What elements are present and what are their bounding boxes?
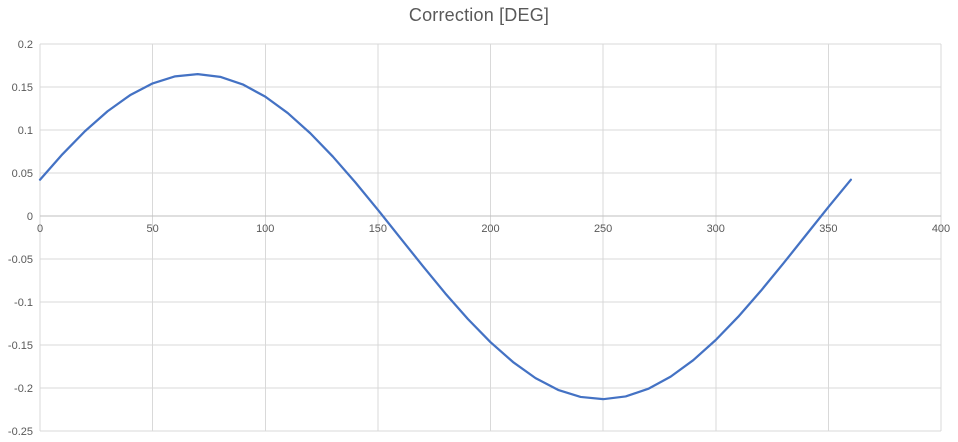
x-tick-label: 250 (594, 223, 612, 235)
x-tick-label: 0 (37, 223, 43, 235)
y-tick-label: 0.1 (18, 125, 33, 137)
x-tick-label: 200 (481, 223, 499, 235)
y-tick-label: 0.05 (12, 168, 33, 180)
y-tick-label: -0.2 (14, 383, 33, 395)
series-line (38, 72, 853, 401)
y-tick-label: -0.25 (8, 426, 33, 438)
x-tick-label: 150 (369, 223, 387, 235)
y-tick-label: -0.1 (14, 297, 33, 309)
y-tick-label: -0.15 (8, 340, 33, 352)
chart-title: Correction [DEG] (408, 5, 550, 25)
x-tick-label: 400 (932, 223, 950, 235)
y-tick-label: 0.2 (18, 39, 33, 51)
x-tick-label: 300 (707, 223, 725, 235)
y-tick-label: -0.05 (8, 254, 33, 266)
x-tick-label: 350 (819, 223, 837, 235)
x-tick-label: 100 (256, 223, 274, 235)
y-tick-label: 0 (27, 211, 33, 223)
y-tick-label: 0.15 (12, 82, 33, 94)
x-tick-label: 50 (147, 223, 159, 235)
